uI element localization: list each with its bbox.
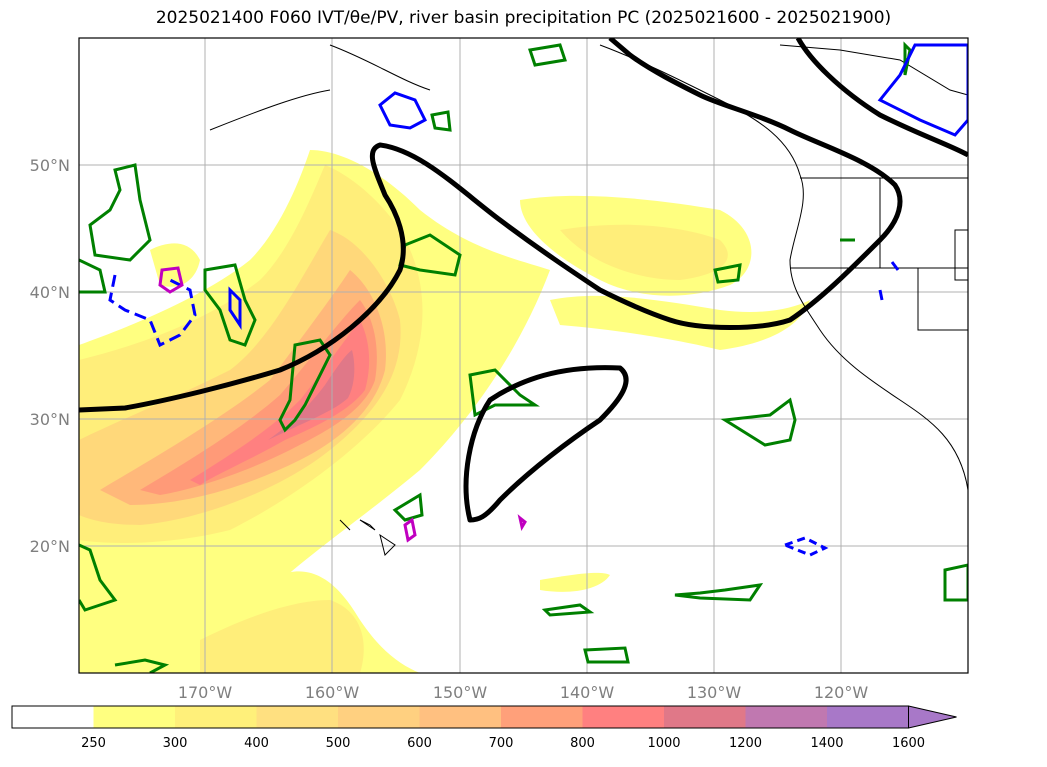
lon-label: 160°W	[305, 683, 360, 702]
colorbar-tick-label: 800	[570, 736, 595, 751]
colorbar-segment	[664, 706, 746, 728]
lat-label: 20°N	[30, 537, 70, 556]
lon-label: 130°W	[687, 683, 742, 702]
colorbar-segment	[419, 706, 502, 728]
colorbar-segment	[827, 706, 909, 728]
lon-label: 120°W	[814, 683, 869, 702]
coastlines	[209, 44, 968, 556]
colorbar-outline	[11, 705, 909, 729]
lat-label: 30°N	[30, 410, 70, 429]
ivt-shading	[79, 150, 810, 673]
figure-title: 2025021400 F060 IVT/θe/PV, river basin p…	[155, 8, 892, 28]
lat-label: 50°N	[30, 156, 70, 175]
colorbar-tick-label: 500	[326, 736, 351, 751]
colorbar-tick-label: 250	[81, 736, 106, 751]
colorbar-segment	[582, 706, 665, 728]
colorbar-tick-label: 300	[163, 736, 188, 751]
map-frame	[78, 37, 969, 674]
precip-contours	[108, 43, 968, 557]
colorbar-segment	[93, 706, 176, 728]
colorbar-tick-label: 1000	[647, 736, 680, 751]
colorbar-segment	[175, 706, 257, 728]
colorbar-tick-label: 1400	[810, 736, 843, 751]
colorbar: 250 300 400 500 600 700 800 1000 1200 1400 1600	[11, 705, 957, 751]
gridlines	[79, 38, 968, 673]
pv-contours	[79, 38, 968, 523]
colorbar-extend-arrow	[908, 705, 957, 729]
colorbar-tick-label: 700	[489, 736, 514, 751]
colorbar-tick-label: 1200	[729, 736, 762, 751]
colorbar-segment	[501, 706, 583, 728]
colorbar-segment	[745, 706, 828, 728]
colorbar-tick-label: 1600	[892, 736, 925, 751]
colorbar-segment	[338, 706, 420, 728]
lon-label: 140°W	[560, 683, 615, 702]
colorbar-tick-label: 400	[244, 736, 269, 751]
colorbar-segment	[256, 706, 339, 728]
colorbar-segment	[12, 706, 94, 728]
colorbar-tick-label: 600	[407, 736, 432, 751]
lat-label: 40°N	[30, 283, 70, 302]
lon-label: 150°W	[433, 683, 488, 702]
lon-label: 170°W	[178, 683, 233, 702]
